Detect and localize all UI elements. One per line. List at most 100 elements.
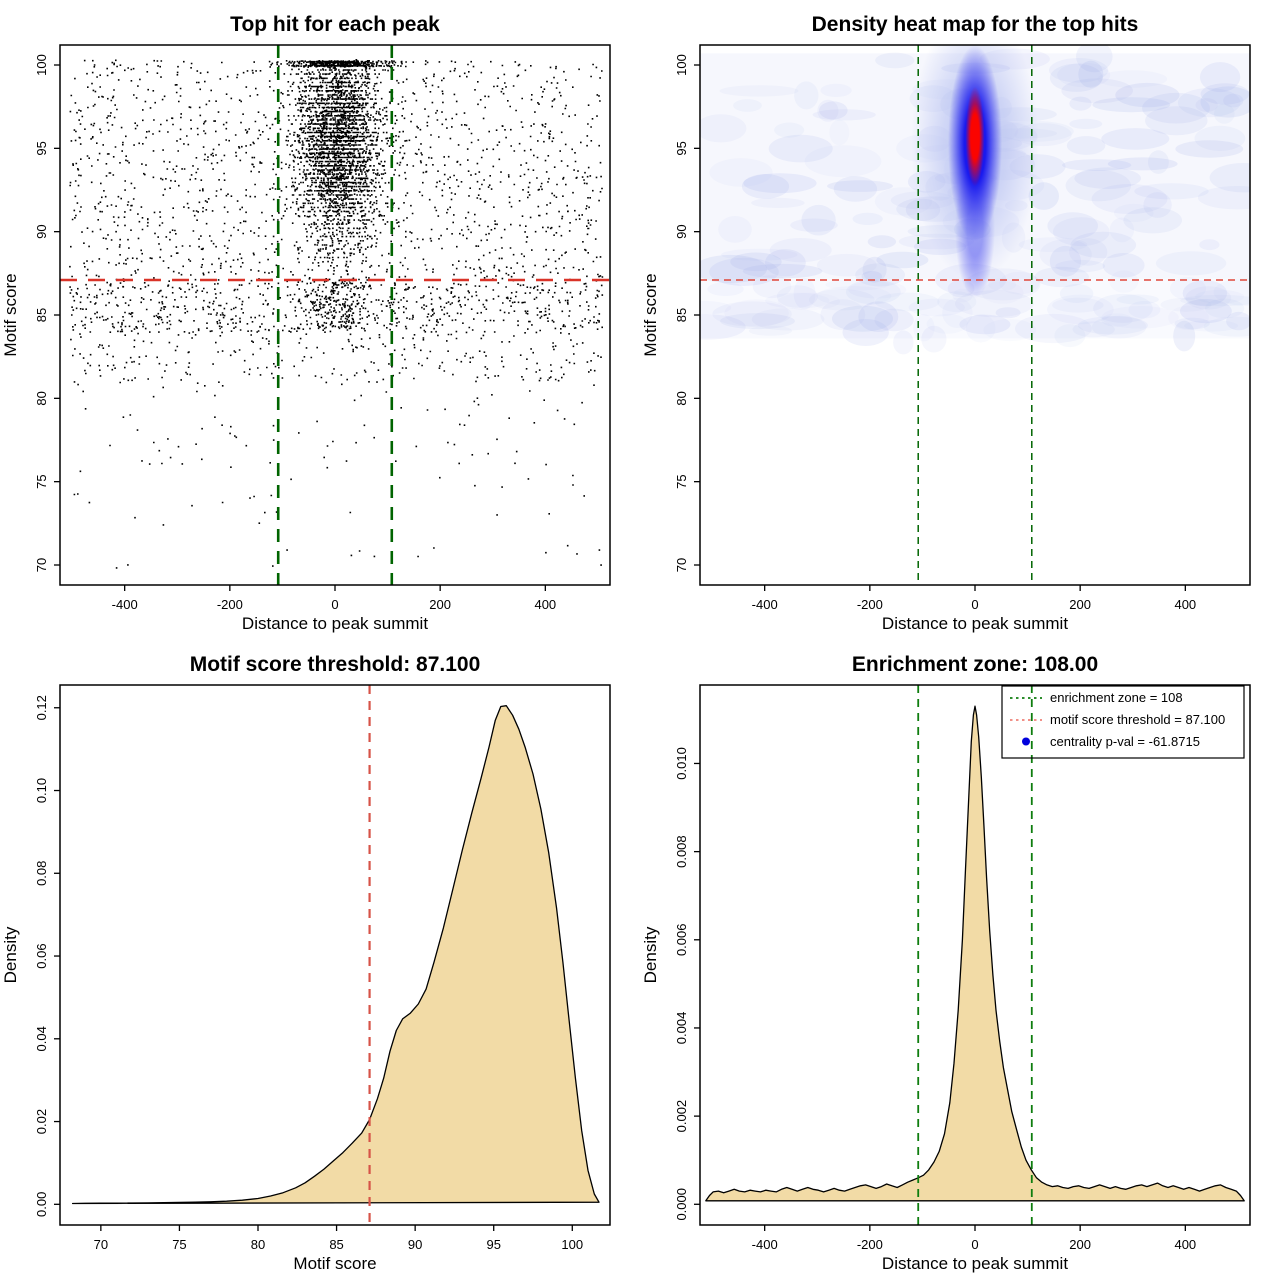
heat-noise-blob xyxy=(1197,186,1250,210)
plot-box xyxy=(699,44,1251,586)
scatter-plot-svg: Top hit for each peak -400 -200 0 200 400 70 7… xyxy=(1,13,611,633)
legend-dot-swatch xyxy=(1022,737,1030,746)
heat-noise-blob xyxy=(988,278,1017,292)
plot-area: 70 75 80 85 90 95 100 0.00 0.02 0.04 0.06 0.08 0.10 0… xyxy=(34,684,611,1252)
heat-noise-blob xyxy=(751,197,805,208)
heat-noise-blob xyxy=(1180,294,1250,307)
heat-noise-blob xyxy=(794,81,819,110)
y-tick-label: 0.006 xyxy=(674,924,689,957)
heat-noise-blob xyxy=(1143,192,1172,218)
heat-noise-blob xyxy=(820,83,852,97)
heat-noise-blob xyxy=(1053,217,1110,247)
heat-noise-blob xyxy=(1015,313,1092,344)
legend: enrichment zone = 108 motif score thresho… xyxy=(1001,685,1245,759)
y-axis-label: Motif score xyxy=(1,273,20,356)
legend-item-label: centrality p-val = -61.8715 xyxy=(1050,734,1200,749)
heat-noise-blob xyxy=(801,204,836,236)
heat-noise-blob xyxy=(769,238,832,263)
heat-noise-blob xyxy=(817,99,839,122)
heat-noise-blob xyxy=(1072,321,1115,338)
x-tick-label: 0 xyxy=(331,597,338,612)
heat-noise-blob xyxy=(1223,93,1244,108)
axis-ticks: -400 -200 0 200 400 70 75 80 85 90 95 100 xyxy=(34,54,556,612)
x-axis-label: Distance to peak summit xyxy=(882,1254,1068,1273)
y-tick-label: 0.02 xyxy=(34,1109,49,1134)
heat-noise-blob xyxy=(1069,96,1092,111)
heat-noise-blob xyxy=(876,251,929,269)
heat-noise-blob xyxy=(721,248,798,261)
heat-noise-blob xyxy=(712,301,792,327)
heat-noise-blob xyxy=(700,314,746,340)
x-tick-label: 400 xyxy=(1174,597,1196,612)
heat-noise-blob xyxy=(1039,239,1092,270)
y-tick-label: 0.10 xyxy=(34,778,49,803)
y-tick-label: 0.002 xyxy=(674,1100,689,1133)
heat-noise-blob xyxy=(1145,106,1208,136)
x-tick-label: 100 xyxy=(561,1237,583,1252)
heat-noise-blob xyxy=(926,313,968,334)
heat-noise-blob xyxy=(700,300,732,315)
x-tick-label: 0 xyxy=(971,597,978,612)
heat-noise-blob xyxy=(1226,311,1250,331)
heatmap-content xyxy=(700,45,1250,585)
heat-noise-blob xyxy=(1065,169,1131,202)
heat-noise-blob xyxy=(1049,58,1109,83)
heat-noise-blob xyxy=(793,277,816,310)
heat-noise-blob xyxy=(741,174,790,199)
heat-noise-blob xyxy=(1199,62,1241,93)
x-tick-label: -400 xyxy=(752,597,778,612)
heat-noise-blob xyxy=(981,281,1024,304)
y-tick-label: 95 xyxy=(34,141,49,155)
heat-noise-blob xyxy=(1204,298,1245,319)
heat-noise-blob xyxy=(832,305,893,332)
axis-ticks: 70 75 80 85 90 95 100 0.00 0.02 0.04 0.06 0.08 0.10 0… xyxy=(34,695,583,1252)
y-tick-label: 0.08 xyxy=(34,861,49,886)
y-tick-label: 85 xyxy=(674,308,689,322)
heat-noise-blob xyxy=(730,252,782,272)
heat-noise-blob xyxy=(1061,78,1133,104)
heat-noise-blob xyxy=(1109,217,1135,243)
heat-noise-blob xyxy=(921,325,947,353)
heat-noise-blob xyxy=(1199,239,1220,251)
y-tick-label: 80 xyxy=(34,391,49,405)
x-tick-label: 400 xyxy=(1174,1237,1196,1252)
y-tick-label: 0.010 xyxy=(674,747,689,780)
x-tick-label: -200 xyxy=(217,597,243,612)
heat-noise-blob xyxy=(1160,297,1212,312)
heat-noise-blob xyxy=(1047,212,1098,240)
heat-noise-blob xyxy=(748,325,793,336)
heat-noise-blob xyxy=(942,297,973,328)
heat-noise-blob xyxy=(733,99,762,112)
y-tick-label: 100 xyxy=(34,54,49,76)
heat-noise-blob xyxy=(861,271,883,282)
heat-noise-blob xyxy=(1076,45,1113,73)
heat-noise-blob xyxy=(999,271,1040,295)
x-tick-label: 80 xyxy=(251,1237,265,1252)
heat-noise-blob xyxy=(908,298,965,317)
heat-noise-blob xyxy=(718,216,752,243)
heat-noise-blob xyxy=(804,145,882,178)
density-content xyxy=(71,685,600,1225)
heat-noise-blob xyxy=(1070,231,1137,259)
heat-noise-blob xyxy=(1123,207,1182,234)
x-axis-label: Motif score xyxy=(293,1254,376,1273)
heat-noise-blob xyxy=(1128,301,1161,319)
y-tick-label: 0.000 xyxy=(674,1188,689,1221)
heat-noise-blob xyxy=(937,291,977,313)
x-tick-label: 85 xyxy=(329,1237,343,1252)
panel-motif-score-density: Motif score threshold: 87.100 70 75 80 85 90… xyxy=(0,640,640,1280)
heat-noise-blob xyxy=(1057,62,1111,88)
heat-noise-blob xyxy=(1115,82,1180,108)
scatter-points xyxy=(69,59,604,569)
y-tick-label: 85 xyxy=(34,308,49,322)
x-tick-label: -400 xyxy=(112,597,138,612)
x-tick-label: -200 xyxy=(857,1237,883,1252)
plot-box xyxy=(699,684,1251,1226)
heat-noise-blob xyxy=(1101,128,1170,150)
heat-noise-blob xyxy=(1214,103,1235,124)
heat-noise-blob xyxy=(1097,70,1168,88)
density-curve xyxy=(705,705,1245,1202)
heat-noise-blob xyxy=(1195,98,1218,112)
y-tick-label: 95 xyxy=(674,141,689,155)
